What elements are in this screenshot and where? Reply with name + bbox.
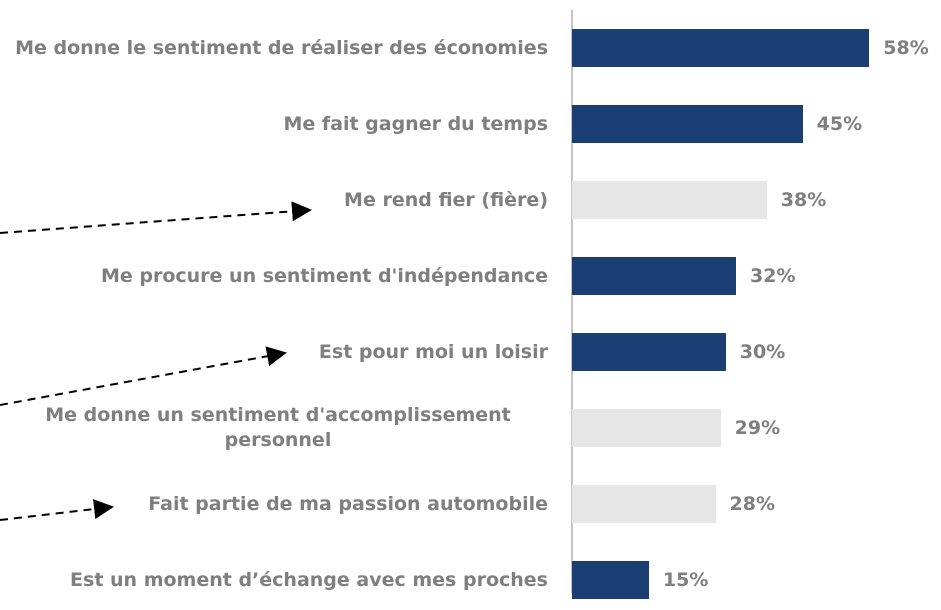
category-label: Me fait gagner du temps xyxy=(283,112,548,135)
category-label-box: Me donne un sentiment d'accomplissement … xyxy=(8,398,548,458)
bar xyxy=(572,333,726,371)
value-label: 45% xyxy=(816,113,863,135)
bar xyxy=(572,409,721,447)
value-label: 28% xyxy=(729,493,775,515)
value-label: 58% xyxy=(883,37,929,59)
bar xyxy=(572,561,649,599)
bar xyxy=(572,257,736,295)
value-label: 15% xyxy=(662,569,709,591)
category-label-box: Me fait gagner du temps xyxy=(283,94,548,154)
bar xyxy=(572,105,803,143)
category-label: Me rend fier (fière) xyxy=(344,188,548,211)
category-label-box: Fait partie de ma passion automobile xyxy=(148,474,548,534)
bar xyxy=(572,29,870,67)
category-label: Est pour moi un loisir xyxy=(318,340,548,363)
value-label: 38% xyxy=(780,189,827,211)
value-label: 30% xyxy=(739,341,786,363)
arrow xyxy=(0,346,287,406)
bar xyxy=(572,181,767,219)
arrow xyxy=(0,499,114,521)
arrow xyxy=(0,201,312,234)
category-label: Me donne un sentiment d'accomplissement … xyxy=(45,404,511,451)
chart: Me donne le sentiment de réaliser des éc… xyxy=(0,10,929,599)
category-label-box: Me donne le sentiment de réaliser des éc… xyxy=(15,18,548,78)
value-label: 32% xyxy=(750,265,796,287)
category-label-box: Est un moment d’échange avec mes proches xyxy=(70,550,548,610)
bar xyxy=(572,485,716,523)
category-label-box: Me rend fier (fière) xyxy=(344,170,548,230)
value-label: 29% xyxy=(734,417,781,439)
category-label-box: Est pour moi un loisir xyxy=(319,322,548,382)
category-label: Me procure un sentiment d'indépendance xyxy=(100,264,548,287)
category-label: Me donne le sentiment de réaliser des éc… xyxy=(15,36,548,59)
category-label: Est un moment d’échange avec mes proches xyxy=(70,568,548,591)
category-label-box: Me procure un sentiment d'indépendance xyxy=(101,246,548,306)
category-label: Fait partie de ma passion automobile xyxy=(148,492,548,515)
